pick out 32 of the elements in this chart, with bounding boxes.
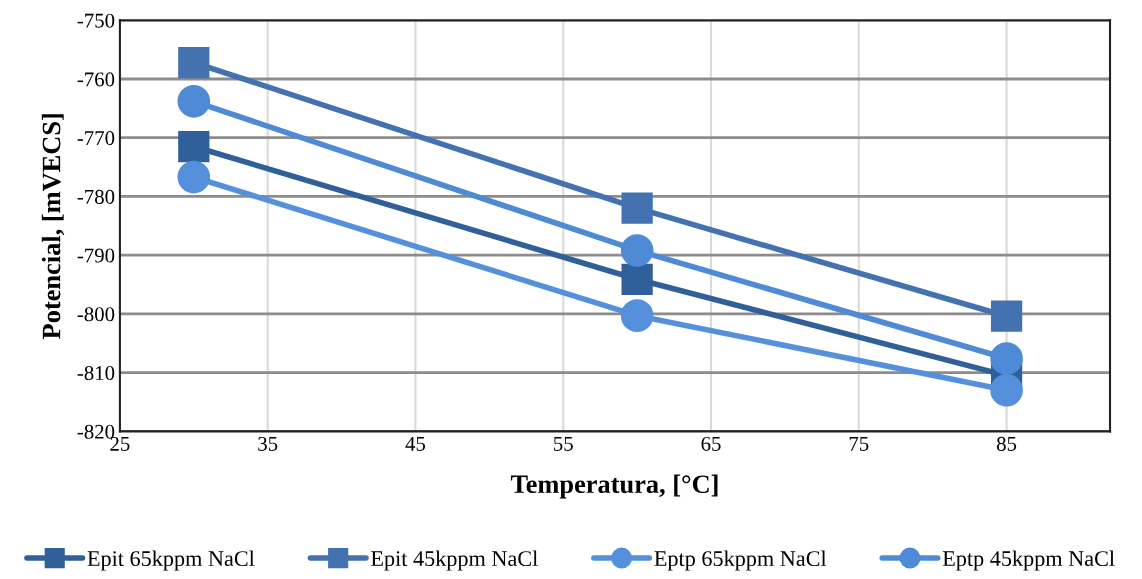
y-tick-label: -770	[77, 131, 115, 146]
point	[178, 130, 210, 163]
legend-label: Eptp 65kppm NaCl	[654, 550, 827, 571]
point	[990, 300, 1023, 332]
point	[177, 84, 211, 118]
x-axis-title: Temperatura, [°C]	[510, 474, 718, 499]
x-tick-label: 25	[110, 436, 130, 451]
point	[990, 373, 1023, 407]
legend-label: Epit 65kppm NaCl	[87, 550, 255, 571]
point	[178, 46, 210, 79]
y-tick-label: -750	[77, 13, 115, 28]
x-tick-label: 85	[996, 436, 1017, 451]
y-axis-title: Potencial, [mVECS]	[41, 114, 65, 339]
point	[621, 192, 653, 224]
x-tick-label: 75	[849, 437, 869, 451]
x-tick-label: 55	[554, 437, 573, 451]
x-tick-label: 35	[258, 436, 278, 451]
legend-label: Epit 45kppm NaCl	[371, 550, 538, 571]
legend-label: Eptp 45kppm NaCl	[942, 550, 1115, 571]
point	[621, 263, 653, 295]
y-tick-label: -800	[77, 307, 115, 322]
x-tick-label: 45	[405, 436, 426, 451]
x-tick-label: 65	[701, 436, 721, 451]
y-tick-label: -780	[77, 189, 115, 204]
y-tick-label: -760	[77, 72, 115, 87]
point	[990, 342, 1023, 375]
y-tick-label: -820	[77, 424, 115, 439]
point	[177, 160, 211, 194]
y-tick-label: -790	[77, 248, 115, 263]
y-tick-label: -810	[77, 366, 115, 381]
point	[620, 234, 654, 267]
point	[620, 299, 654, 332]
